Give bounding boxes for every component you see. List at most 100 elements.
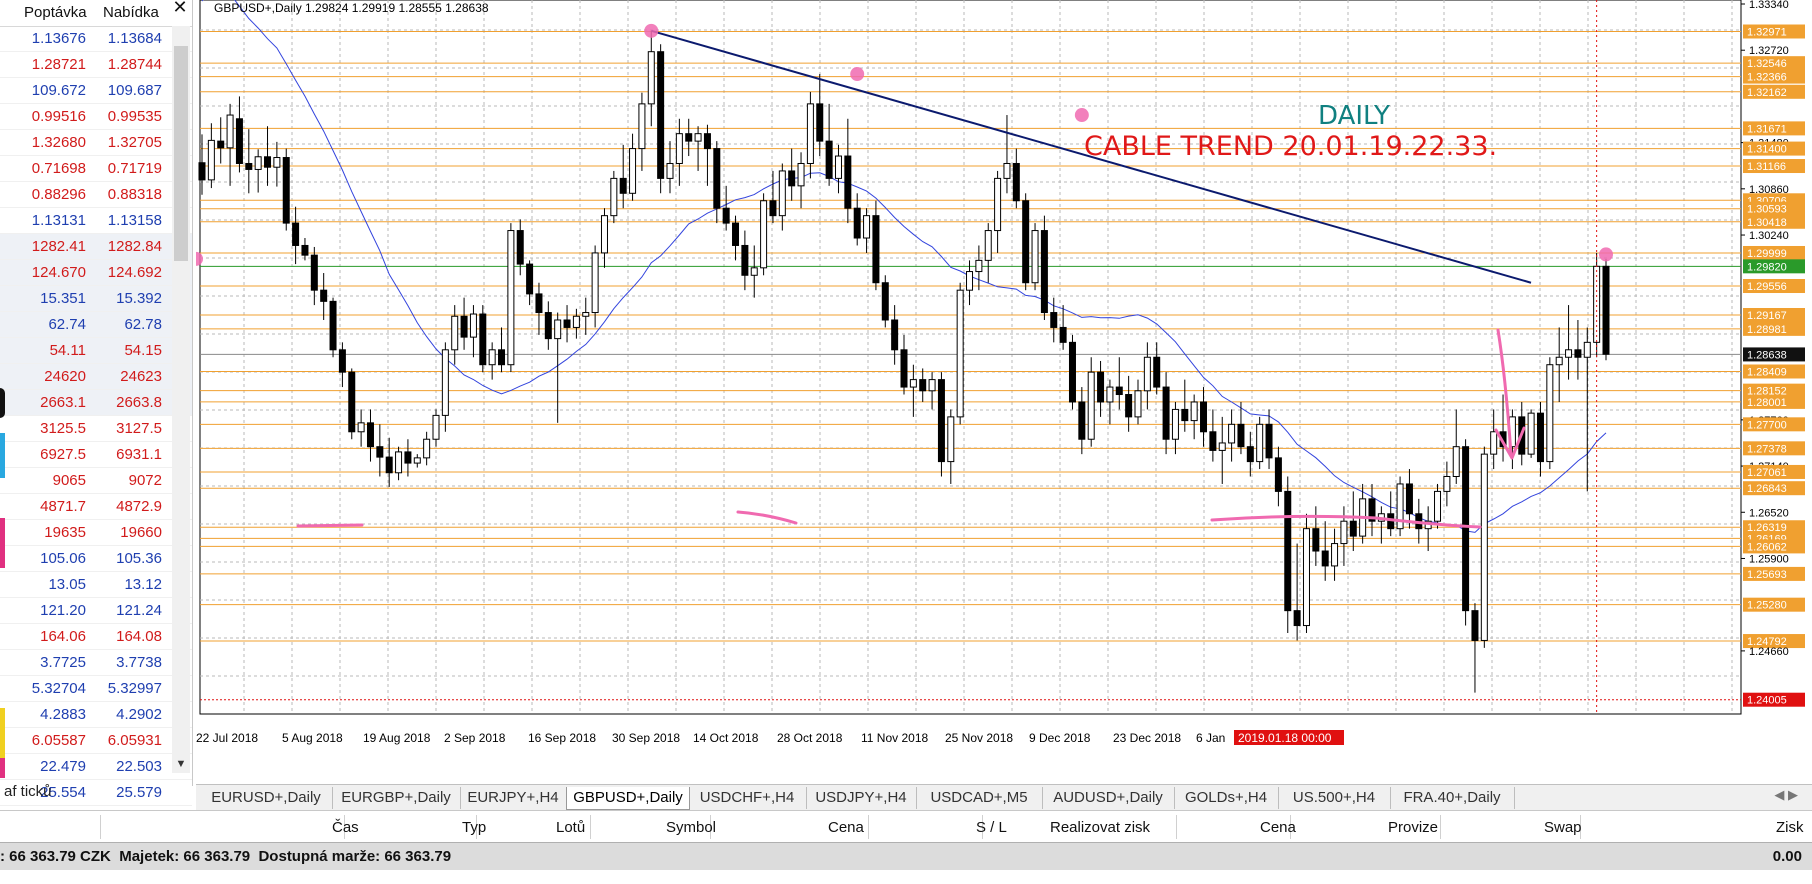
terminal-column-header[interactable]: S / L: [976, 819, 1007, 836]
price-label-bg: [1743, 566, 1805, 581]
market-watch-row[interactable]: 3.7725 3.7738: [0, 650, 192, 676]
date-label: 19 Aug 2018: [363, 731, 431, 745]
market-watch-row[interactable]: 164.06 164.08: [0, 624, 192, 650]
terminal-column-header[interactable]: Realizovat zisk: [1050, 819, 1151, 836]
market-watch-row[interactable]: 121.20 121.24: [0, 598, 192, 624]
market-watch-row[interactable]: 124.670 124.692: [0, 260, 192, 286]
candle-body: [348, 371, 356, 433]
market-watch-row[interactable]: 1282.41 1282.84: [0, 234, 192, 260]
tab-scroll-arrows-icon[interactable]: ◀ ▶: [1774, 787, 1798, 802]
column-separator[interactable]: [1440, 815, 1441, 839]
column-separator[interactable]: [590, 815, 591, 839]
terminal-column-header[interactable]: Swap: [1544, 819, 1582, 836]
touch-point-marker: [196, 251, 203, 266]
price-label: 1.27378: [1747, 443, 1787, 455]
bid-column-header[interactable]: Poptávka: [24, 4, 87, 21]
terminal-column-header[interactable]: Zisk: [1776, 819, 1804, 836]
terminal-column-header[interactable]: Typ: [462, 819, 487, 836]
market-watch-scrollbar[interactable]: ▼: [172, 26, 190, 773]
market-watch-row[interactable]: 15.351 15.392: [0, 286, 192, 312]
market-watch-row[interactable]: 24620 24623: [0, 364, 192, 390]
candle-body: [282, 157, 290, 224]
chart-tab[interactable]: FRA.40+,Daily: [1390, 787, 1515, 809]
close-icon[interactable]: ✕: [172, 0, 188, 17]
total-profit: 0.00: [1772, 848, 1802, 865]
market-watch-row[interactable]: 1.32680 1.32705: [0, 130, 192, 156]
date-label: 28 Oct 2018: [777, 731, 843, 745]
market-watch-row[interactable]: 4871.7 4872.9: [0, 494, 192, 520]
market-watch-row[interactable]: 9065 9072: [0, 468, 192, 494]
candle-body: [825, 140, 833, 179]
candle-body: [1555, 356, 1563, 366]
column-separator[interactable]: [1176, 815, 1177, 839]
column-separator[interactable]: [1580, 815, 1581, 839]
chart-tab[interactable]: EURGBP+,Daily: [332, 787, 461, 809]
candle-body: [516, 230, 524, 265]
chart-tab[interactable]: EURUSD+,Daily: [200, 787, 333, 809]
terminal-column-header[interactable]: Symbol: [666, 819, 717, 836]
chart-tab[interactable]: EURJPY+,H4: [460, 787, 567, 809]
market-watch-row[interactable]: 5.32704 5.32997: [0, 676, 192, 702]
market-watch-row[interactable]: 6.05587 6.05931: [0, 728, 192, 754]
candle-body: [1490, 431, 1498, 455]
scrollbar-thumb[interactable]: [174, 46, 188, 261]
chart-tab[interactable]: AUDUSD+,Daily: [1042, 787, 1175, 809]
scroll-down-icon[interactable]: ▼: [175, 758, 187, 770]
market-watch-row[interactable]: 0.88296 0.88318: [0, 182, 192, 208]
candle-body: [1565, 349, 1573, 358]
market-watch-row[interactable]: 0.71698 0.71719: [0, 156, 192, 182]
market-watch-row[interactable]: 1.28721 1.28744: [0, 52, 192, 78]
terminal-column-header[interactable]: Provize: [1388, 819, 1439, 836]
ask-value: 62.78: [124, 316, 162, 333]
column-separator[interactable]: [476, 815, 477, 839]
column-separator[interactable]: [868, 815, 869, 839]
market-watch-row[interactable]: 25.554 25.579: [0, 780, 192, 806]
chart-tab[interactable]: USDJPY+,H4: [806, 787, 917, 809]
price-label: 1.28409: [1747, 366, 1787, 378]
market-watch-row[interactable]: 19635 19660: [0, 520, 192, 546]
terminal-column-header[interactable]: Lotů: [556, 819, 586, 836]
terminal-column-header[interactable]: Čas: [332, 819, 359, 836]
column-separator[interactable]: [100, 815, 101, 839]
chart-tab[interactable]: GOLDs+,H4: [1174, 787, 1279, 809]
column-separator[interactable]: [1290, 815, 1291, 839]
market-watch-row[interactable]: 54.11 54.15: [0, 338, 192, 364]
market-watch-row[interactable]: 109.672 109.687: [0, 78, 192, 104]
column-separator[interactable]: [982, 815, 983, 839]
market-watch-row[interactable]: 1.13676 1.13684: [0, 26, 192, 52]
candle-body: [1171, 408, 1179, 440]
chart-tab[interactable]: USDCAD+,M5: [916, 787, 1043, 809]
chart-tab[interactable]: US.500+,H4: [1278, 787, 1391, 809]
bid-value: 0.88296: [31, 186, 86, 203]
candle-body: [900, 349, 908, 388]
market-watch-row[interactable]: 105.06 105.36: [0, 546, 192, 572]
candle-body: [217, 140, 225, 149]
price-chart[interactable]: 1.33340 1.32971 1.32720 1.32546 1.32366 1.321…: [196, 0, 1812, 784]
ask-column-header[interactable]: Nabídka: [103, 4, 159, 21]
market-watch-row[interactable]: 1.13131 1.13158: [0, 208, 192, 234]
candle-body: [1574, 349, 1582, 358]
candle-body: [1452, 446, 1460, 477]
candle-body: [226, 114, 234, 149]
column-separator[interactable]: [710, 815, 711, 839]
market-watch-row[interactable]: 0.99516 0.99535: [0, 104, 192, 130]
tick-chart-tab[interactable]: af ticků: [0, 780, 80, 804]
market-watch-row[interactable]: 6927.5 6931.1: [0, 442, 192, 468]
touch-point-marker: [644, 23, 659, 38]
market-watch-row[interactable]: 62.74 62.78: [0, 312, 192, 338]
market-watch-row[interactable]: 13.05 13.12: [0, 572, 192, 598]
chart-tab[interactable]: GBPUSD+,Daily: [566, 787, 690, 810]
column-separator[interactable]: [344, 815, 345, 839]
market-watch-row[interactable]: 22.479 22.503: [0, 754, 192, 780]
terminal-column-header[interactable]: Cena: [828, 819, 864, 836]
price-label: 1.28638: [1747, 349, 1787, 361]
ask-value: 4872.9: [116, 498, 162, 515]
terminal-column-header[interactable]: Cena: [1260, 819, 1296, 836]
chart-tab[interactable]: USDCHF+,H4: [688, 787, 807, 809]
market-watch-row[interactable]: 2663.1 2663.8: [0, 390, 192, 416]
market-watch-row[interactable]: 4.2883 4.2902: [0, 702, 192, 728]
market-watch-row[interactable]: 3125.5 3127.5: [0, 416, 192, 442]
candle-body: [778, 170, 786, 217]
